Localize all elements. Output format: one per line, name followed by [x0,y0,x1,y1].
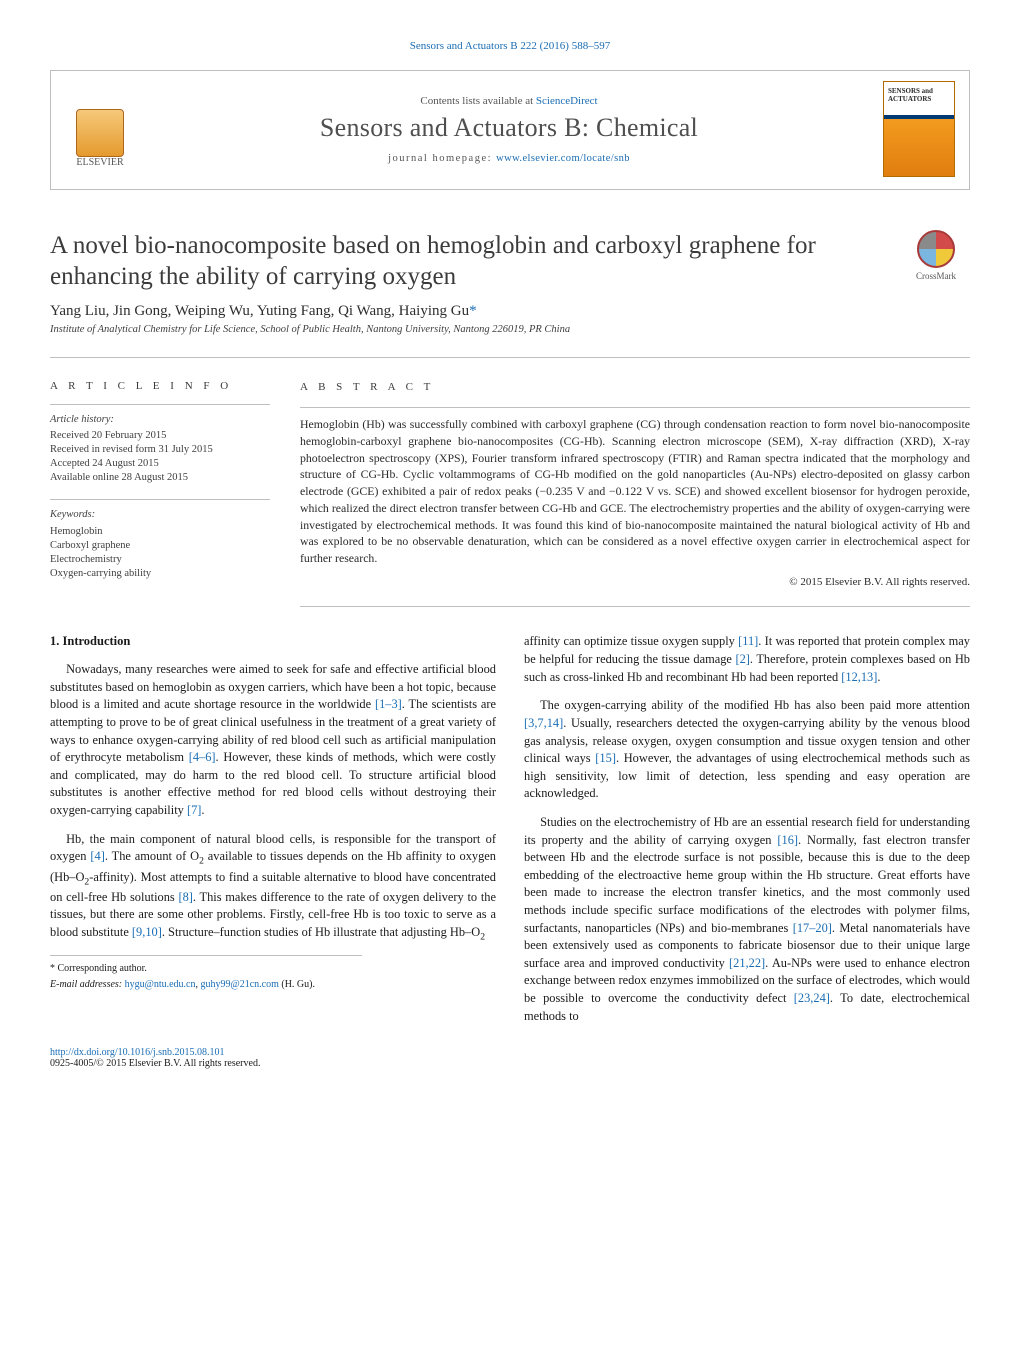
body-two-column: 1. Introduction Nowadays, many researche… [50,633,970,1025]
email-label: E-mail addresses: [50,979,125,990]
divider-top [50,357,970,358]
cover-text-2: ACTUATORS [888,95,931,103]
citation-link[interactable]: [2] [735,652,749,666]
abstract-column: A B S T R A C T Hemoglobin (Hb) was succ… [300,380,970,608]
contents-prefix: Contents lists available at [420,95,535,107]
article-info-label: A R T I C L E I N F O [50,380,270,392]
authors-text: Yang Liu, Jin Gong, Weiping Wu, Yuting F… [50,303,469,319]
body-text: . Structure–function studies of Hb illus… [162,925,480,939]
crossmark-widget[interactable]: CrossMark [902,230,970,281]
contents-lists-line: Contents lists available at ScienceDirec… [151,95,867,107]
article-info-column: A R T I C L E I N F O Article history: R… [50,380,270,608]
citation-link[interactable]: [3,7,14] [524,716,563,730]
keyword: Oxygen-carrying ability [50,567,270,581]
citation-link[interactable]: [8] [178,890,192,904]
header-center: Contents lists available at ScienceDirec… [151,95,867,164]
homepage-label: journal homepage: [388,153,496,164]
section-heading: 1. Introduction [50,633,496,651]
abstract-label: A B S T R A C T [300,380,970,396]
history-line: Received in revised form 31 July 2015 [50,443,270,457]
affiliation: Institute of Analytical Chemistry for Li… [50,324,970,335]
subscript: 2 [480,931,485,942]
divider-abs-1 [300,407,970,408]
journal-reference: Sensors and Actuators B 222 (2016) 588–5… [50,40,970,52]
footnote-block: * Corresponding author. E-mail addresses… [50,955,362,992]
keyword: Electrochemistry [50,553,270,567]
citation-link[interactable]: [4–6] [189,750,216,764]
sciencedirect-link[interactable]: ScienceDirect [536,95,598,107]
journal-header: ELSEVIER Contents lists available at Sci… [50,70,970,190]
issn-copyright: 0925-4005/© 2015 Elsevier B.V. All right… [50,1058,970,1069]
citation-link[interactable]: [7] [187,803,201,817]
citation-link[interactable]: [12,13] [841,670,877,684]
page-footer: http://dx.doi.org/10.1016/j.snb.2015.08.… [50,1047,970,1069]
citation-link[interactable]: [1–3] [375,697,402,711]
citation-link[interactable]: [9,10] [132,925,162,939]
cover-stripe [884,115,954,119]
body-paragraph: affinity can optimize tissue oxygen supp… [524,633,970,686]
journal-title: Sensors and Actuators B: Chemical [151,113,867,143]
citation-link[interactable]: [23,24] [794,991,830,1005]
history-line: Received 20 February 2015 [50,429,270,443]
body-text: . [877,670,880,684]
history-line: Accepted 24 August 2015 [50,457,270,471]
body-text: . [201,803,204,817]
abstract-copyright: © 2015 Elsevier B.V. All rights reserved… [300,575,970,591]
body-paragraph: The oxygen-carrying ability of the modif… [524,697,970,803]
article-title: A novel bio-nanocomposite based on hemog… [50,230,884,293]
elsevier-tree-icon [76,109,124,157]
body-text: The oxygen-carrying ability of the modif… [540,698,970,712]
history-heading: Article history: [50,413,270,427]
citation-link[interactable]: [4] [90,849,104,863]
body-text: . Normally, fast electron transfer betwe… [524,833,970,935]
citation-link[interactable]: [15] [595,751,616,765]
body-text: (H. Gu). [279,979,315,990]
keyword: Hemoglobin [50,525,270,539]
body-text: . The amount of O [105,849,199,863]
citation-link[interactable]: [11] [738,634,758,648]
divider-info-2 [50,499,270,500]
homepage-line: journal homepage: www.elsevier.com/locat… [151,153,867,164]
body-text: affinity can optimize tissue oxygen supp… [524,634,738,648]
divider-abs-2 [300,606,970,607]
crossmark-label: CrossMark [916,271,956,281]
email-link[interactable]: hygu@ntu.edu.cn [125,979,196,990]
body-paragraph: Nowadays, many researches were aimed to … [50,661,496,819]
citation-link[interactable]: [17–20] [793,921,832,935]
email-link[interactable]: guhy99@21cn.com [201,979,279,990]
corresponding-author-note: * Corresponding author. [50,962,362,976]
email-line: E-mail addresses: hygu@ntu.edu.cn, guhy9… [50,978,362,992]
body-paragraph: Hb, the main component of natural blood … [50,831,496,944]
doi-link[interactable]: http://dx.doi.org/10.1016/j.snb.2015.08.… [50,1047,225,1058]
authors-line: Yang Liu, Jin Gong, Weiping Wu, Yuting F… [50,303,970,320]
corresponding-marker: * [469,303,477,319]
history-line: Available online 28 August 2015 [50,471,270,485]
elsevier-logo: ELSEVIER [65,90,135,168]
homepage-link[interactable]: www.elsevier.com/locate/snb [496,153,630,164]
citation-link[interactable]: [21,22] [729,956,765,970]
divider-info-1 [50,404,270,405]
keyword: Carboxyl graphene [50,539,270,553]
abstract-text: Hemoglobin (Hb) was successfully combine… [300,416,970,567]
citation-link[interactable]: [16] [777,833,798,847]
journal-cover-thumb: SENSORS and ACTUATORS [883,81,955,177]
body-paragraph: Studies on the electrochemistry of Hb ar… [524,814,970,1025]
keywords-heading: Keywords: [50,508,270,522]
publisher-name: ELSEVIER [76,157,123,168]
crossmark-icon [917,230,955,268]
